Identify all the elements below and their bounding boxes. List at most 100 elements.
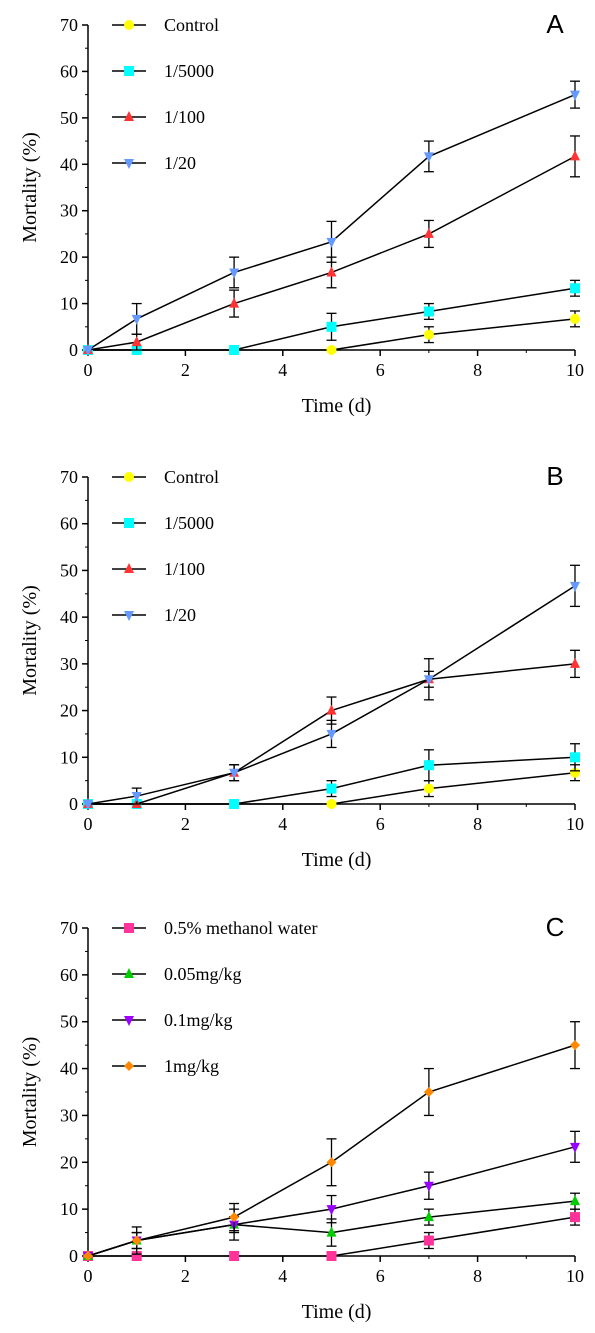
data-point bbox=[326, 783, 337, 794]
data-point bbox=[423, 329, 434, 340]
data-point bbox=[326, 704, 337, 715]
x-tick-label: 10 bbox=[566, 360, 584, 380]
x-tick-label: 6 bbox=[376, 1266, 385, 1286]
data-point bbox=[423, 1235, 434, 1246]
data-point bbox=[83, 346, 93, 356]
data-point bbox=[229, 799, 240, 809]
data-point bbox=[326, 321, 337, 332]
y-tick-label: 0 bbox=[69, 1246, 78, 1266]
data-point bbox=[570, 1212, 580, 1223]
data-point bbox=[229, 345, 240, 355]
y-tick-label: 50 bbox=[60, 560, 78, 580]
data-point bbox=[326, 1226, 337, 1237]
x-tick-label: 10 bbox=[566, 1266, 584, 1286]
data-point bbox=[131, 314, 142, 325]
legend-marker bbox=[124, 20, 134, 30]
legend-marker bbox=[124, 111, 134, 121]
data-point bbox=[570, 657, 580, 668]
series-line bbox=[88, 287, 576, 351]
legend-item-2: 1/100 bbox=[112, 559, 205, 579]
legend-label: 0.5% methanol water bbox=[164, 918, 317, 938]
x-tick-label: 6 bbox=[376, 360, 385, 380]
y-tick-label: 40 bbox=[60, 607, 78, 627]
legend-item-0: Control bbox=[112, 15, 219, 35]
series-line bbox=[88, 663, 576, 805]
data-point bbox=[326, 799, 337, 809]
x-tick-label: 4 bbox=[278, 360, 287, 380]
legend-label: 1/5000 bbox=[164, 61, 214, 81]
y-tick-label: 10 bbox=[60, 1199, 78, 1219]
x-axis-label: Time (d) bbox=[302, 395, 372, 417]
panel-label: B bbox=[546, 461, 563, 491]
y-tick-label: 30 bbox=[60, 201, 78, 221]
series-line bbox=[87, 155, 576, 351]
legend-item-3: 1/20 bbox=[112, 605, 196, 625]
x-tick-label: 6 bbox=[376, 814, 385, 834]
data-point bbox=[570, 581, 580, 592]
data-point bbox=[423, 783, 434, 794]
data-point bbox=[83, 800, 93, 810]
y-tick-label: 40 bbox=[60, 154, 78, 174]
legend-marker bbox=[124, 968, 134, 978]
data-point bbox=[423, 760, 434, 771]
x-axis-label: Time (d) bbox=[302, 1301, 372, 1323]
legend-item-2: 0.1mg/kg bbox=[112, 1010, 233, 1030]
y-tick-label: 30 bbox=[60, 654, 78, 674]
y-tick-label: 50 bbox=[60, 108, 78, 128]
series-line bbox=[87, 1044, 576, 1257]
legend-label: 1/20 bbox=[164, 605, 196, 625]
x-tick-label: 8 bbox=[473, 814, 482, 834]
x-axis-label: Time (d) bbox=[302, 849, 372, 871]
legend-marker bbox=[124, 563, 134, 573]
data-point bbox=[229, 1212, 240, 1223]
y-tick-label: 0 bbox=[69, 340, 78, 360]
data-point bbox=[229, 1251, 240, 1261]
data-point bbox=[131, 792, 142, 803]
panel-label: C bbox=[546, 912, 565, 942]
y-axis-label: Mortality (%) bbox=[19, 585, 41, 696]
y-tick-label: 20 bbox=[60, 1152, 78, 1172]
data-point bbox=[326, 1157, 337, 1168]
series-3 bbox=[83, 1021, 580, 1261]
legend-label: Control bbox=[164, 467, 219, 487]
y-axis-label: Mortality (%) bbox=[19, 1037, 41, 1148]
legend-marker bbox=[124, 1016, 134, 1026]
legend-marker bbox=[124, 923, 134, 933]
data-point bbox=[570, 1040, 580, 1051]
legend-item-1: 0.05mg/kg bbox=[112, 964, 242, 984]
data-point bbox=[131, 336, 142, 347]
data-point bbox=[229, 768, 240, 779]
y-tick-label: 70 bbox=[60, 15, 78, 35]
legend-label: 1/100 bbox=[164, 559, 205, 579]
legend-item-1: 1/5000 bbox=[112, 61, 214, 81]
legend-label: 0.05mg/kg bbox=[164, 964, 242, 984]
x-tick-label: 2 bbox=[181, 814, 190, 834]
x-tick-label: 8 bbox=[473, 1266, 482, 1286]
series-line bbox=[88, 1216, 576, 1257]
data-point bbox=[326, 266, 337, 277]
legend-label: 1/100 bbox=[164, 107, 205, 127]
data-point bbox=[570, 90, 580, 101]
data-point bbox=[131, 1251, 142, 1261]
legend-marker bbox=[124, 66, 134, 76]
legend-item-0: Control bbox=[112, 467, 219, 487]
data-point bbox=[570, 150, 580, 161]
y-tick-label: 10 bbox=[60, 747, 78, 767]
legend-marker bbox=[124, 1061, 134, 1071]
legend-marker bbox=[124, 518, 134, 528]
series-1 bbox=[83, 279, 580, 355]
x-tick-label: 2 bbox=[181, 1266, 190, 1286]
series-line bbox=[87, 585, 576, 805]
data-point bbox=[423, 1211, 434, 1222]
y-tick-label: 70 bbox=[60, 467, 78, 487]
data-point bbox=[423, 306, 434, 317]
chart-panel-c: 0 10 20 30 40 50 60 70 0 2 4 6 8 10 Time (d) Mortality … bbox=[19, 912, 584, 1323]
y-axis-label: Mortality (%) bbox=[19, 132, 41, 243]
y-tick-label: 30 bbox=[60, 1105, 78, 1125]
y-tick-label: 0 bbox=[69, 794, 78, 814]
data-point bbox=[83, 1251, 93, 1261]
data-point bbox=[229, 297, 240, 308]
y-tick-label: 20 bbox=[60, 701, 78, 721]
data-point bbox=[423, 1181, 434, 1192]
